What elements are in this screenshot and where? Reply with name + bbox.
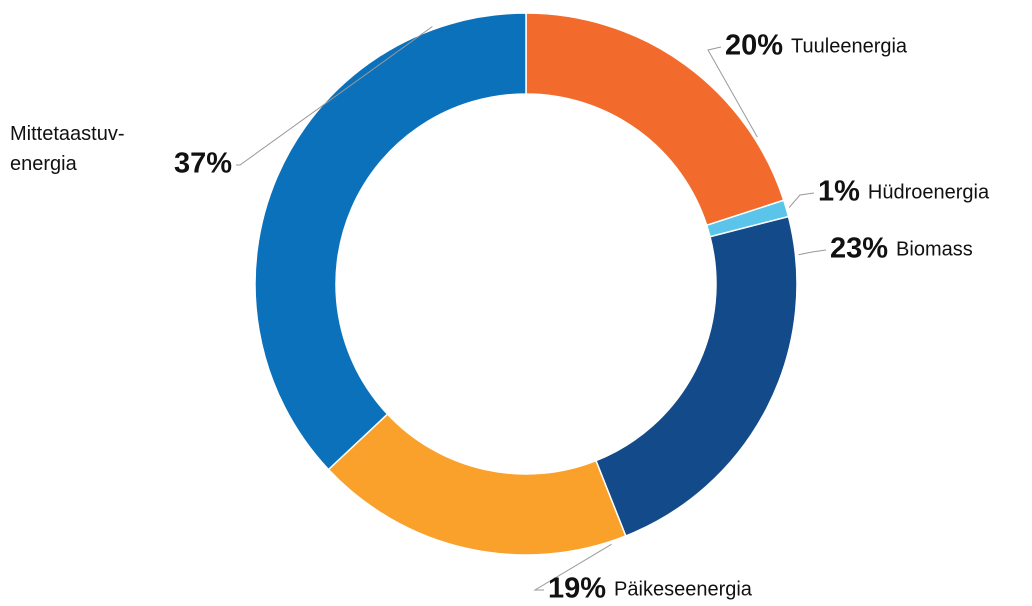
donut-segment xyxy=(594,215,798,537)
donut-segment xyxy=(327,413,627,556)
value-label: 19% xyxy=(548,573,606,605)
leader-line xyxy=(788,192,815,208)
donut-segment xyxy=(254,12,527,471)
value-label: 1% xyxy=(818,176,860,208)
leader-line xyxy=(798,249,827,256)
leader-line xyxy=(707,46,758,138)
value-label: 20% xyxy=(725,30,783,62)
leader-line xyxy=(236,26,433,166)
category-label: Biomass xyxy=(896,238,973,260)
category-label: Päikeseenergia xyxy=(614,578,753,600)
category-label: Tuuleenergia xyxy=(791,35,908,57)
category-label: Mittetaastuv-energia xyxy=(10,123,124,175)
category-label: Hüdroenergia xyxy=(868,181,990,203)
value-label: 23% xyxy=(830,233,888,265)
leader-line xyxy=(533,543,612,591)
value-label: 37% xyxy=(174,148,232,180)
